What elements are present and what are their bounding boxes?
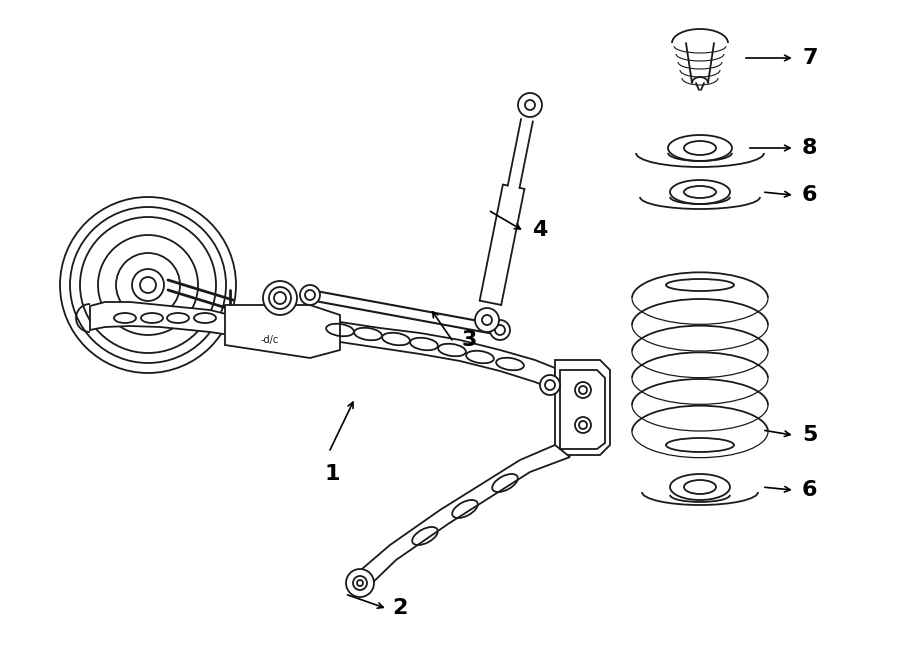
Circle shape xyxy=(140,277,156,293)
Circle shape xyxy=(70,207,226,363)
Circle shape xyxy=(132,269,164,301)
Ellipse shape xyxy=(666,279,734,291)
Circle shape xyxy=(60,197,236,373)
Polygon shape xyxy=(355,445,570,590)
Circle shape xyxy=(346,569,374,597)
Text: 6: 6 xyxy=(802,185,817,205)
Polygon shape xyxy=(90,302,230,335)
Polygon shape xyxy=(225,305,340,358)
Text: 4: 4 xyxy=(532,220,547,240)
Text: -d/c: -d/c xyxy=(261,335,279,345)
Circle shape xyxy=(579,386,587,394)
Circle shape xyxy=(116,253,180,317)
Text: 3: 3 xyxy=(462,330,477,350)
Circle shape xyxy=(579,421,587,429)
Ellipse shape xyxy=(684,186,716,198)
Polygon shape xyxy=(560,370,605,449)
Circle shape xyxy=(490,320,510,340)
Circle shape xyxy=(305,290,315,300)
Circle shape xyxy=(540,375,560,395)
Ellipse shape xyxy=(684,141,716,155)
Text: 2: 2 xyxy=(392,598,408,618)
Circle shape xyxy=(482,315,492,325)
Circle shape xyxy=(575,417,591,433)
Circle shape xyxy=(525,100,535,110)
Ellipse shape xyxy=(666,438,734,452)
Circle shape xyxy=(300,285,320,305)
Circle shape xyxy=(495,325,505,335)
Ellipse shape xyxy=(668,135,732,161)
Text: 7: 7 xyxy=(802,48,817,68)
Text: 1: 1 xyxy=(324,464,340,484)
Polygon shape xyxy=(555,360,610,455)
Circle shape xyxy=(475,308,499,332)
Circle shape xyxy=(353,576,367,590)
Text: 8: 8 xyxy=(802,138,817,158)
Circle shape xyxy=(545,380,555,390)
Polygon shape xyxy=(308,318,555,390)
Ellipse shape xyxy=(670,180,730,204)
Circle shape xyxy=(518,93,542,117)
Text: 5: 5 xyxy=(802,425,817,445)
Text: 6: 6 xyxy=(802,480,817,500)
Circle shape xyxy=(263,281,297,315)
Circle shape xyxy=(274,292,286,304)
Circle shape xyxy=(357,580,363,586)
Circle shape xyxy=(575,382,591,398)
Ellipse shape xyxy=(670,474,730,500)
Circle shape xyxy=(269,287,291,309)
Circle shape xyxy=(80,217,216,353)
Ellipse shape xyxy=(684,480,716,494)
Circle shape xyxy=(98,235,198,335)
